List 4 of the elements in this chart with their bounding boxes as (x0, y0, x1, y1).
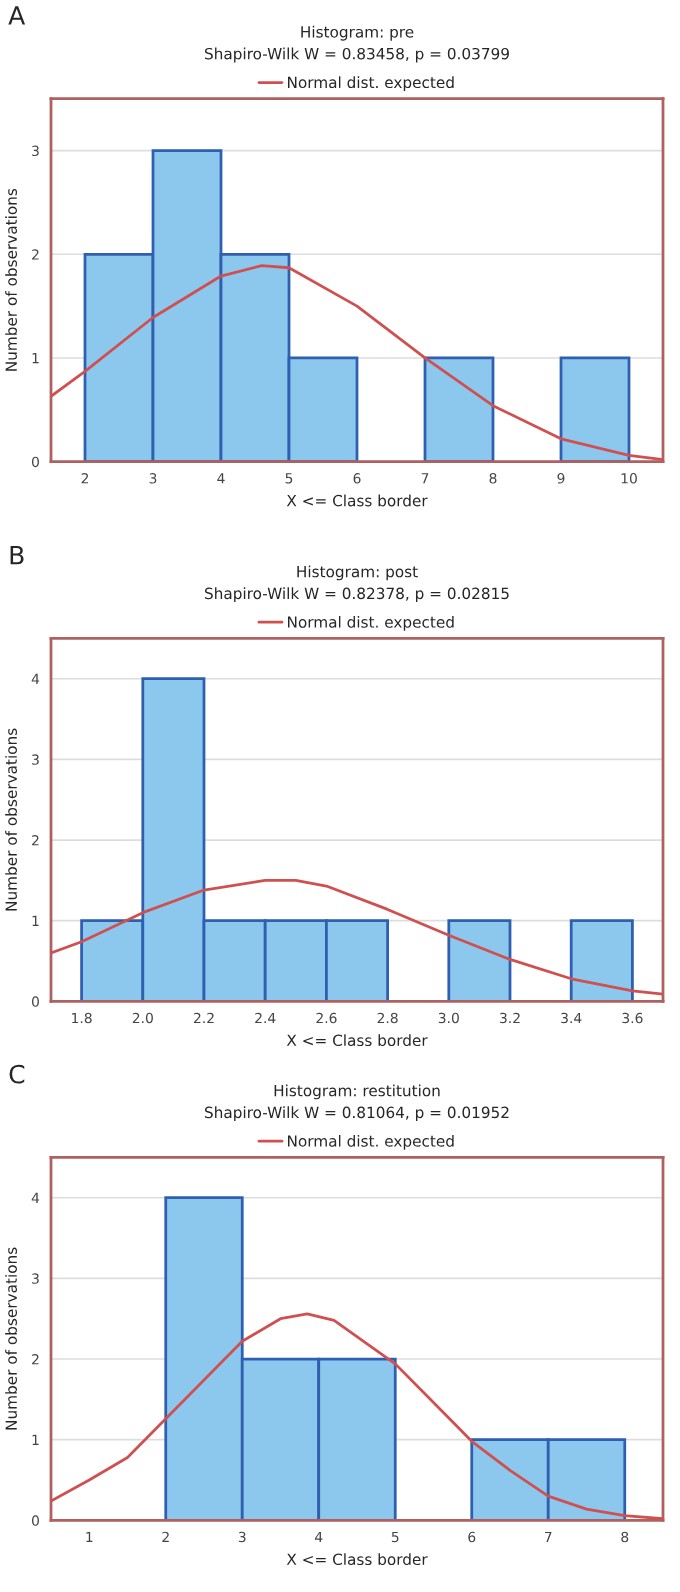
text: B (10, 546, 24, 565)
text: C (9, 1064, 25, 1084)
line-series (51, 878, 663, 996)
text: A (8, 6, 26, 25)
